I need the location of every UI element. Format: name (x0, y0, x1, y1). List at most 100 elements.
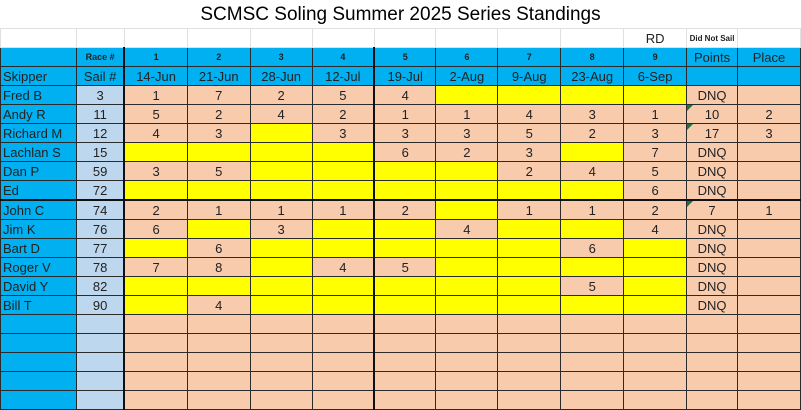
race-result[interactable]: 6 (623, 180, 688, 201)
race-result-did-not-sail[interactable] (435, 238, 499, 258)
race-result-did-not-sail[interactable] (497, 295, 562, 315)
empty-cell[interactable] (497, 28, 562, 48)
empty-cell[interactable] (373, 314, 437, 334)
race-result[interactable]: 5 (373, 257, 437, 277)
empty-cell[interactable] (623, 371, 688, 391)
empty-cell[interactable] (737, 314, 801, 334)
empty-cell[interactable] (737, 352, 801, 372)
race-result-did-not-sail[interactable] (123, 238, 188, 258)
race-result[interactable]: 4 (623, 219, 688, 239)
empty-cell[interactable] (249, 371, 313, 391)
skipper-name[interactable]: David Y (0, 276, 77, 296)
points-cell[interactable]: DNQ (686, 295, 738, 315)
race-result-did-not-sail[interactable] (497, 238, 562, 258)
race-result-did-not-sail[interactable] (435, 199, 499, 220)
race-result-did-not-sail[interactable] (249, 123, 313, 143)
place-cell[interactable]: 3 (737, 123, 801, 143)
empty-cell[interactable] (435, 314, 499, 334)
race-result[interactable]: 1 (497, 199, 562, 220)
empty-cell[interactable] (373, 333, 437, 353)
race-result[interactable]: 7 (623, 142, 688, 162)
empty-cell[interactable] (560, 352, 625, 372)
points-cell[interactable]: DNQ (686, 161, 738, 181)
empty-cell[interactable] (249, 314, 313, 334)
empty-cell[interactable] (623, 314, 688, 334)
race-result[interactable]: 2 (623, 199, 688, 220)
empty-cell[interactable] (311, 333, 375, 353)
race-result-did-not-sail[interactable] (311, 142, 375, 162)
empty-cell[interactable] (435, 352, 499, 372)
empty-cell[interactable] (0, 28, 77, 48)
sail-number[interactable]: 11 (75, 104, 125, 124)
skipper-name[interactable]: Andy R (0, 104, 77, 124)
race-result-did-not-sail[interactable] (560, 219, 625, 239)
empty-cell[interactable] (497, 333, 562, 353)
skipper-name[interactable]: Jim K (0, 219, 77, 239)
race-result[interactable]: 4 (373, 85, 437, 105)
empty-cell[interactable] (497, 352, 562, 372)
race-result[interactable]: 5 (311, 85, 375, 105)
skipper-name[interactable]: Lachlan S (0, 142, 77, 162)
place-cell[interactable] (737, 161, 801, 181)
empty-cell[interactable] (186, 28, 251, 48)
race-result[interactable]: 5 (623, 161, 688, 181)
points-cell[interactable]: DNQ (686, 238, 738, 258)
race-result-did-not-sail[interactable] (186, 180, 251, 201)
race-result[interactable]: 4 (123, 123, 188, 143)
empty-cell[interactable] (737, 371, 801, 391)
race-result-did-not-sail[interactable] (311, 238, 375, 258)
empty-cell[interactable] (623, 333, 688, 353)
race-result-did-not-sail[interactable] (435, 85, 499, 105)
empty-cell[interactable] (435, 390, 499, 410)
race-result-did-not-sail[interactable] (560, 257, 625, 277)
place-cell[interactable] (737, 295, 801, 315)
empty-cell[interactable] (249, 352, 313, 372)
race-result[interactable]: 1 (560, 199, 625, 220)
empty-cell[interactable] (123, 28, 188, 48)
race-result-did-not-sail[interactable] (435, 295, 499, 315)
sail-number[interactable]: 90 (75, 295, 125, 315)
race-result-did-not-sail[interactable] (435, 161, 499, 181)
race-result[interactable]: 3 (560, 104, 625, 124)
empty-cell[interactable] (435, 371, 499, 391)
empty-cell[interactable] (249, 390, 313, 410)
empty-cell[interactable] (186, 352, 251, 372)
empty-cell[interactable] (737, 333, 801, 353)
empty-cell[interactable] (311, 28, 375, 48)
empty-cell[interactable] (75, 314, 125, 334)
race-result[interactable]: 3 (123, 161, 188, 181)
race-result-did-not-sail[interactable] (623, 276, 688, 296)
empty-cell[interactable] (249, 333, 313, 353)
empty-cell[interactable] (75, 28, 125, 48)
race-result-did-not-sail[interactable] (623, 257, 688, 277)
race-result-did-not-sail[interactable] (435, 257, 499, 277)
place-cell[interactable]: 1 (737, 199, 801, 220)
empty-cell[interactable] (311, 352, 375, 372)
empty-cell[interactable] (686, 333, 738, 353)
empty-cell[interactable] (737, 28, 801, 48)
empty-cell[interactable] (75, 352, 125, 372)
sail-number[interactable]: 78 (75, 257, 125, 277)
race-result-did-not-sail[interactable] (249, 257, 313, 277)
race-result[interactable]: 6 (560, 238, 625, 258)
sail-number[interactable]: 15 (75, 142, 125, 162)
race-result-did-not-sail[interactable] (373, 180, 437, 201)
empty-cell[interactable] (75, 371, 125, 391)
points-cell[interactable]: 10 (686, 104, 738, 124)
race-result-did-not-sail[interactable] (249, 238, 313, 258)
points-cell[interactable]: DNQ (686, 257, 738, 277)
empty-cell[interactable] (311, 314, 375, 334)
empty-cell[interactable] (123, 352, 188, 372)
race-result-did-not-sail[interactable] (373, 276, 437, 296)
empty-cell[interactable] (560, 390, 625, 410)
empty-cell[interactable] (497, 371, 562, 391)
race-result[interactable]: 7 (123, 257, 188, 277)
race-result-did-not-sail[interactable] (373, 295, 437, 315)
points-cell[interactable]: 17 (686, 123, 738, 143)
race-result[interactable]: 2 (373, 199, 437, 220)
empty-cell[interactable] (623, 352, 688, 372)
empty-cell[interactable] (0, 314, 77, 334)
empty-cell[interactable] (311, 390, 375, 410)
race-result[interactable]: 6 (373, 142, 437, 162)
empty-cell[interactable] (373, 28, 437, 48)
